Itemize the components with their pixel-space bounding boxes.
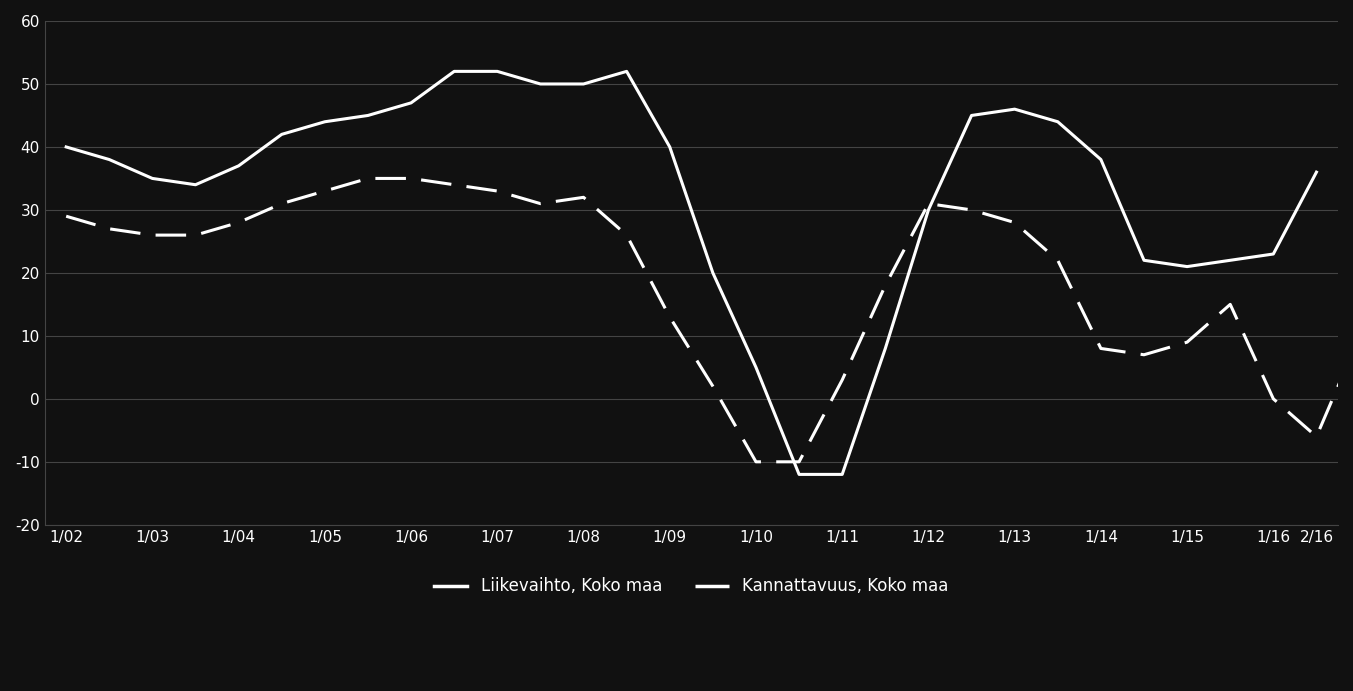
Liikevaihto, Koko maa — [1007, 105, 1023, 113]
Liikevaihto, Koko maa — [792, 471, 808, 479]
Kannattavuus, Koko maa — [490, 187, 506, 195]
Kannattavuus, Koko maa — [532, 200, 548, 208]
Kannattavuus, Koko maa — [1352, 332, 1353, 340]
Kannattavuus, Koko maa — [1265, 395, 1281, 403]
Kannattavuus, Koko maa — [792, 457, 808, 466]
Liikevaihto, Koko maa — [532, 80, 548, 88]
Liikevaihto, Koko maa — [1093, 155, 1109, 164]
Liikevaihto, Koko maa — [145, 174, 161, 182]
Kannattavuus, Koko maa — [833, 376, 850, 384]
Liikevaihto, Koko maa — [920, 206, 936, 214]
Line: Liikevaihto, Koko maa: Liikevaihto, Koko maa — [66, 71, 1316, 475]
Kannattavuus, Koko maa — [58, 212, 74, 220]
Kannattavuus, Koko maa — [963, 206, 980, 214]
Kannattavuus, Koko maa — [317, 187, 333, 195]
Liikevaihto, Koko maa — [833, 471, 850, 479]
Liikevaihto, Koko maa — [963, 111, 980, 120]
Liikevaihto, Koko maa — [575, 80, 591, 88]
Liikevaihto, Koko maa — [877, 344, 893, 352]
Liikevaihto, Koko maa — [748, 363, 764, 372]
Liikevaihto, Koko maa — [187, 180, 203, 189]
Kannattavuus, Koko maa — [618, 231, 635, 239]
Liikevaihto, Koko maa — [230, 162, 246, 170]
Legend: Liikevaihto, Koko maa, Kannattavuus, Koko maa: Liikevaihto, Koko maa, Kannattavuus, Kok… — [428, 571, 955, 602]
Kannattavuus, Koko maa — [403, 174, 419, 182]
Kannattavuus, Koko maa — [1222, 300, 1238, 308]
Kannattavuus, Koko maa — [1178, 338, 1195, 346]
Kannattavuus, Koko maa — [273, 200, 290, 208]
Kannattavuus, Koko maa — [360, 174, 376, 182]
Kannattavuus, Koko maa — [920, 200, 936, 208]
Liikevaihto, Koko maa — [490, 67, 506, 75]
Liikevaihto, Koko maa — [705, 269, 721, 277]
Liikevaihto, Koko maa — [1265, 250, 1281, 258]
Liikevaihto, Koko maa — [662, 143, 678, 151]
Liikevaihto, Koko maa — [618, 67, 635, 75]
Liikevaihto, Koko maa — [360, 111, 376, 120]
Liikevaihto, Koko maa — [317, 117, 333, 126]
Liikevaihto, Koko maa — [1178, 263, 1195, 271]
Liikevaihto, Koko maa — [1222, 256, 1238, 265]
Liikevaihto, Koko maa — [101, 155, 118, 164]
Kannattavuus, Koko maa — [1308, 433, 1325, 441]
Kannattavuus, Koko maa — [705, 382, 721, 390]
Kannattavuus, Koko maa — [230, 218, 246, 227]
Liikevaihto, Koko maa — [446, 67, 463, 75]
Line: Kannattavuus, Koko maa: Kannattavuus, Koko maa — [66, 178, 1353, 462]
Kannattavuus, Koko maa — [101, 225, 118, 233]
Kannattavuus, Koko maa — [748, 457, 764, 466]
Kannattavuus, Koko maa — [877, 281, 893, 290]
Liikevaihto, Koko maa — [273, 130, 290, 138]
Kannattavuus, Koko maa — [446, 180, 463, 189]
Kannattavuus, Koko maa — [1007, 218, 1023, 227]
Kannattavuus, Koko maa — [187, 231, 203, 239]
Liikevaihto, Koko maa — [1308, 168, 1325, 176]
Kannattavuus, Koko maa — [1093, 344, 1109, 352]
Kannattavuus, Koko maa — [1137, 350, 1153, 359]
Kannattavuus, Koko maa — [1050, 256, 1066, 265]
Liikevaihto, Koko maa — [403, 99, 419, 107]
Kannattavuus, Koko maa — [575, 193, 591, 202]
Kannattavuus, Koko maa — [145, 231, 161, 239]
Kannattavuus, Koko maa — [662, 313, 678, 321]
Liikevaihto, Koko maa — [1050, 117, 1066, 126]
Liikevaihto, Koko maa — [58, 143, 74, 151]
Liikevaihto, Koko maa — [1137, 256, 1153, 265]
